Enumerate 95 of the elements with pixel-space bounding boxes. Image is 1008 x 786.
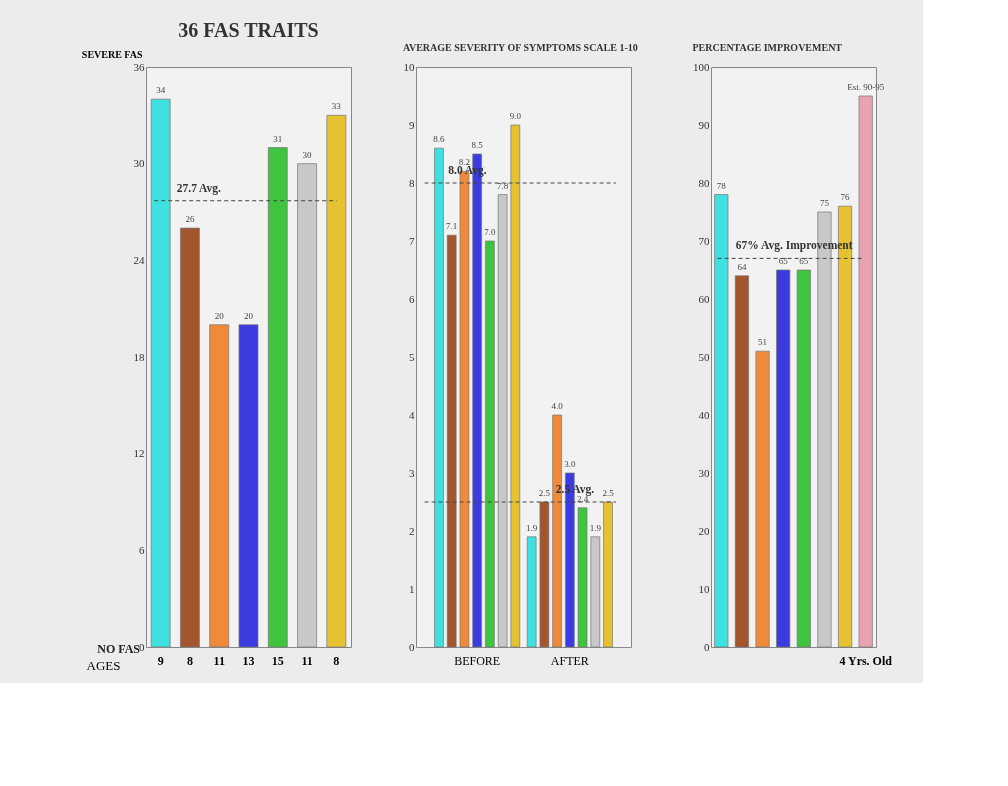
y-tick-label: 30 bbox=[698, 466, 710, 479]
bar bbox=[267, 147, 288, 648]
x-tick-label: 8 bbox=[186, 653, 193, 668]
data-label: 7.1 bbox=[446, 221, 458, 232]
x-tick-label: 13 bbox=[242, 653, 255, 668]
x-tick-label: 4 Yrs. Old bbox=[839, 653, 893, 668]
data-label: 51 bbox=[758, 337, 768, 348]
bar bbox=[734, 275, 749, 648]
y-tick-label: 70 bbox=[698, 234, 710, 247]
bar bbox=[776, 269, 791, 648]
bar bbox=[485, 240, 495, 648]
x-tick-label: 9 bbox=[157, 653, 164, 668]
data-label: 2.5 bbox=[602, 488, 615, 498]
data-label: 4.0 bbox=[551, 401, 564, 411]
bar bbox=[510, 124, 521, 648]
chart-title: PERCENTAGE IMPROVEMENT bbox=[692, 42, 843, 53]
y-tick-label: 4 bbox=[409, 408, 415, 421]
y-tick-label: 50 bbox=[698, 350, 710, 363]
bar bbox=[446, 234, 457, 648]
bar bbox=[180, 227, 200, 648]
x-tick-label: AFTER bbox=[550, 653, 589, 668]
y-tick-label: 24 bbox=[133, 253, 145, 266]
y-tick-label: 5 bbox=[409, 350, 415, 363]
y-tick-label: 90 bbox=[698, 118, 710, 131]
y-tick-label: 7 bbox=[409, 234, 415, 247]
data-label: 76 bbox=[840, 192, 851, 203]
chart-title: AVERAGE SEVERITY OF SYMPTOMS SCALE 1-10 bbox=[403, 42, 638, 53]
y-tick-label: 80 bbox=[698, 176, 710, 189]
data-label: 33 bbox=[331, 101, 342, 112]
x-tick-label: 15 bbox=[271, 653, 284, 668]
data-label: 8.6 bbox=[433, 134, 446, 145]
y-tick-label: 12 bbox=[133, 447, 145, 460]
data-label: 1.9 bbox=[589, 522, 602, 533]
y-tick-label: 10 bbox=[698, 582, 710, 595]
y-tick-label: 2 bbox=[409, 524, 415, 537]
data-label: 20 bbox=[214, 310, 225, 321]
data-label: 78 bbox=[716, 180, 727, 191]
x-tick-label: 11 bbox=[213, 653, 225, 668]
y-tick-label: 60 bbox=[698, 292, 710, 305]
y-tick-label: 6 bbox=[409, 292, 415, 305]
y-tick-label: 6 bbox=[139, 543, 145, 556]
bar bbox=[150, 98, 171, 648]
ref-line-label: 27.7 Avg. bbox=[176, 181, 222, 195]
x-axis-title: AGES bbox=[86, 657, 121, 673]
data-label: 20 bbox=[244, 310, 254, 321]
y-tick-label: 18 bbox=[133, 350, 145, 363]
bar bbox=[209, 324, 230, 648]
bar bbox=[434, 147, 444, 648]
chart-title: 36 FAS TRAITS bbox=[178, 19, 319, 41]
bar bbox=[526, 536, 537, 648]
y-tick-label: 36 bbox=[133, 60, 145, 73]
y-tick-label: 40 bbox=[698, 408, 710, 421]
data-label: 34 bbox=[156, 85, 166, 96]
data-label: 3.0 bbox=[564, 459, 576, 469]
x-tick-label: BEFORE bbox=[454, 653, 501, 668]
x-tick-label: 8 bbox=[333, 653, 340, 668]
data-label: 1.9 bbox=[526, 522, 538, 533]
y-tick-label: 100 bbox=[693, 60, 710, 73]
data-label: 2.5 bbox=[538, 488, 551, 498]
y-tick-label: 1 bbox=[409, 582, 415, 595]
data-label: 26 bbox=[185, 214, 195, 225]
bar bbox=[796, 269, 811, 648]
data-label: 64 bbox=[737, 261, 747, 272]
bar bbox=[755, 350, 770, 648]
data-label: 65 bbox=[778, 256, 789, 266]
y-tick-label: 30 bbox=[133, 157, 145, 170]
x-tick-label: 11 bbox=[301, 653, 313, 668]
text: NO FAS bbox=[97, 642, 141, 656]
data-label: 8.5 bbox=[471, 140, 484, 150]
data-label: 7.8 bbox=[496, 180, 509, 191]
data-label: 31 bbox=[273, 133, 283, 144]
data-label: 9.0 bbox=[509, 111, 522, 121]
bar bbox=[858, 95, 873, 648]
data-label: 30 bbox=[302, 149, 313, 160]
y-tick-label: 3 bbox=[409, 466, 415, 479]
data-label: 75 bbox=[819, 198, 830, 208]
y-tick-label: 20 bbox=[698, 524, 710, 537]
bar bbox=[326, 114, 347, 648]
bar bbox=[714, 194, 729, 648]
y-tick-label: 10 bbox=[403, 60, 415, 73]
y-tick-label: 8 bbox=[409, 176, 415, 189]
y-axis-title: SEVERE FAS bbox=[81, 48, 143, 60]
y-tick-label: 9 bbox=[409, 118, 415, 131]
y-tick-label: 0 bbox=[409, 640, 415, 653]
bar bbox=[539, 501, 550, 648]
bar bbox=[603, 501, 613, 648]
y-tick-label: 0 bbox=[139, 640, 145, 653]
bar bbox=[297, 163, 317, 648]
y-tick-label: 0 bbox=[704, 640, 710, 653]
data-label: 65 bbox=[799, 256, 809, 266]
bar bbox=[497, 194, 508, 648]
bar bbox=[590, 536, 601, 648]
bar bbox=[577, 507, 588, 648]
data-label: 7.0 bbox=[484, 227, 497, 237]
bar bbox=[238, 324, 259, 648]
